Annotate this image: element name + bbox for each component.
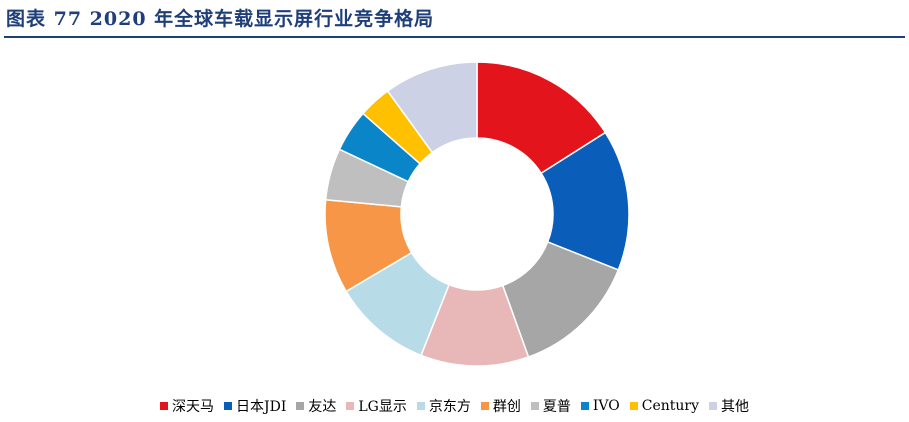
legend-swatch-6: [530, 402, 539, 410]
legend-swatch-9: [709, 402, 717, 410]
legend-label-9: 其他: [721, 399, 749, 415]
donut-chart: [324, 61, 630, 367]
legend-label-0: 深天马: [172, 399, 214, 415]
legend-label-3: LG显示: [358, 399, 407, 415]
legend-label-7: IVO: [592, 398, 620, 414]
legend-swatch-0: [160, 402, 168, 410]
legend-label-4: 京东方: [428, 399, 471, 415]
legend-swatch-1: [224, 402, 232, 410]
legend-label-8: Century: [641, 398, 699, 414]
donut-slice-9: [386, 61, 478, 154]
legend-swatch-4: [416, 402, 425, 410]
legend-item-8: Century: [629, 398, 699, 414]
legend-label-2: 友达: [308, 399, 337, 415]
legend-item-3: LG显示: [346, 396, 407, 416]
chart-title: 图表 77 2020 年全球车载显示屏行业竞争格局: [6, 8, 435, 30]
legend-item-7: IVO: [580, 398, 620, 414]
legend-swatch-8: [629, 402, 638, 410]
legend-item-1: 日本JDI: [224, 396, 286, 416]
chart-legend: 深天马 日本JDI 友达 LG显示 京东方 群创 夏普 IVO Century 其他: [0, 396, 909, 416]
legend-item-5: 群创: [480, 396, 521, 416]
legend-swatch-3: [346, 402, 355, 410]
legend-swatch-7: [580, 402, 589, 410]
legend-item-9: 其他: [709, 396, 749, 416]
legend-label-6: 夏普: [542, 399, 571, 415]
legend-swatch-5: [480, 402, 489, 410]
title-divider: [4, 36, 905, 38]
legend-item-4: 京东方: [416, 396, 471, 416]
legend-label-5: 群创: [492, 399, 521, 415]
legend-swatch-2: [296, 402, 305, 410]
legend-item-0: 深天马: [160, 396, 214, 416]
legend-item-2: 友达: [296, 396, 336, 416]
legend-item-6: 夏普: [530, 396, 571, 416]
legend-label-1: 日本JDI: [236, 399, 287, 415]
